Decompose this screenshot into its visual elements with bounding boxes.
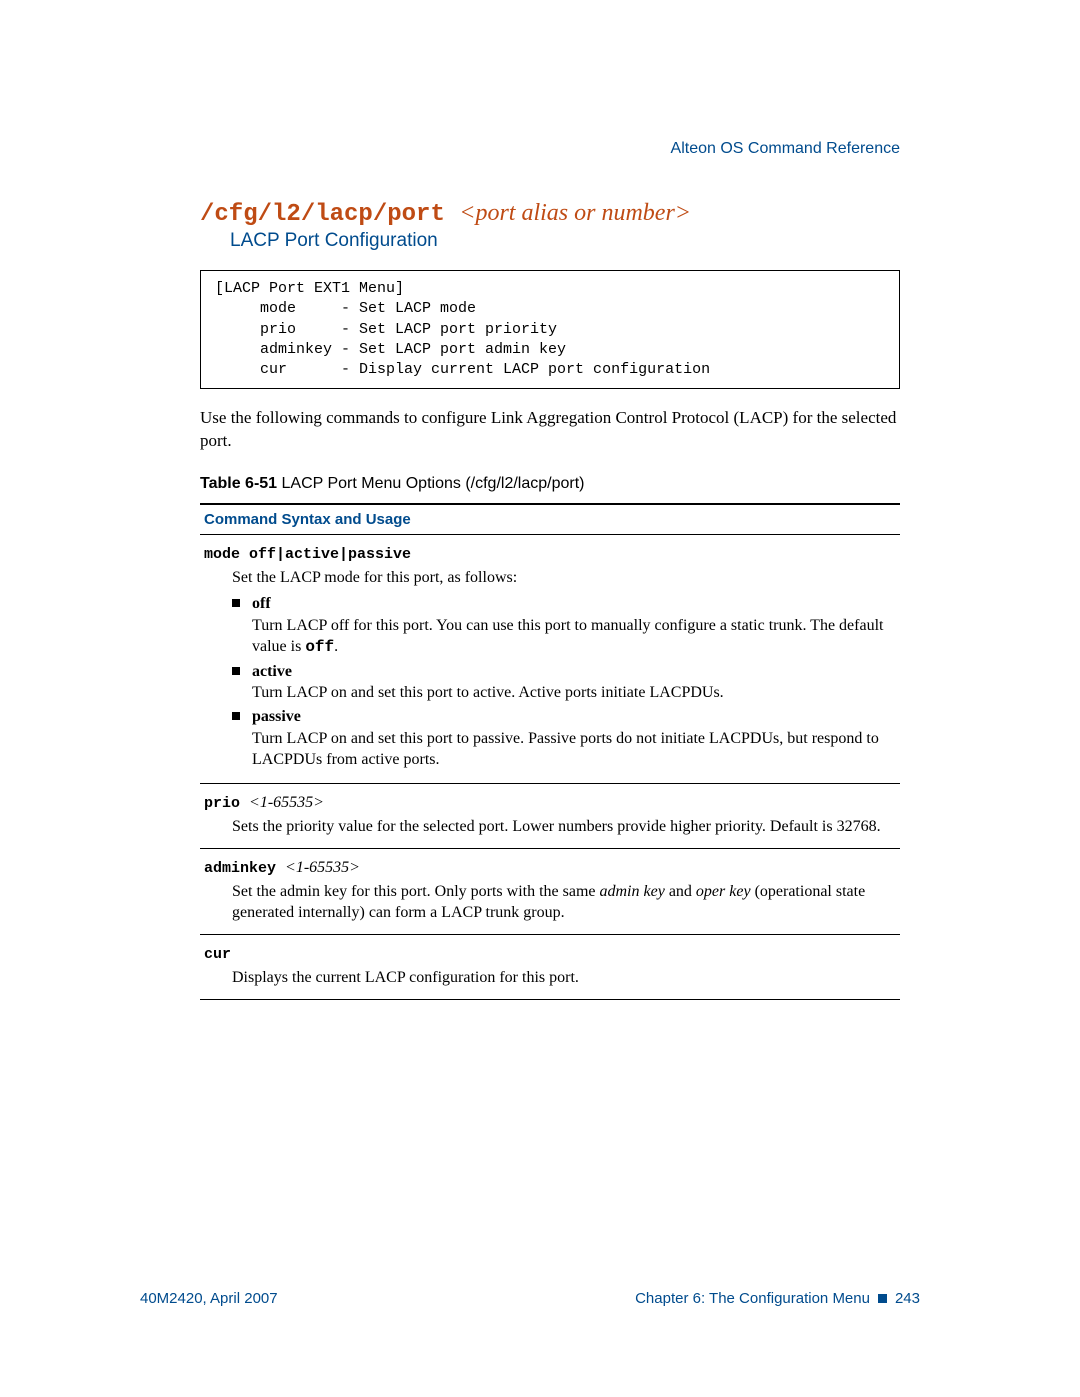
square-bullet-icon bbox=[232, 712, 240, 720]
inline-code: off bbox=[305, 638, 334, 656]
command-mono: cur bbox=[204, 946, 231, 963]
table-header-cell: Command Syntax and Usage bbox=[200, 504, 900, 535]
table-row: mode off|active|passive Set the LACP mode… bbox=[200, 535, 900, 784]
running-header: Alteon OS Command Reference bbox=[671, 140, 900, 158]
command-description: Sets the priority value for the selected… bbox=[232, 816, 896, 838]
square-bullet-icon bbox=[232, 667, 240, 675]
list-item: offTurn LACP off for this port. You can … bbox=[232, 593, 896, 659]
option-name: passive bbox=[252, 708, 301, 725]
list-item: active Turn LACP on and set this port to … bbox=[232, 661, 896, 704]
footer-chapter: Chapter 6: The Configuration Menu bbox=[635, 1290, 870, 1307]
table-cell: mode off|active|passive Set the LACP mode… bbox=[200, 535, 900, 784]
square-bullet-icon bbox=[232, 599, 240, 607]
command-description: Set the admin key for this port. Only po… bbox=[232, 881, 896, 924]
command-argument: <1-65535> bbox=[249, 794, 324, 811]
table-cell: curDisplays the current LACP configurati… bbox=[200, 935, 900, 1000]
option-description: Turn LACP off for this port. You can use… bbox=[252, 615, 896, 659]
command-table: Command Syntax and Usage mode off|active… bbox=[200, 503, 900, 1000]
square-bullet-icon bbox=[878, 1294, 887, 1303]
page-footer: 40M2420, April 2007 Chapter 6: The Confi… bbox=[140, 1290, 920, 1307]
option-name: active bbox=[252, 663, 292, 680]
command-syntax: mode off|active|passive bbox=[204, 543, 896, 565]
table-cell: prio <1-65535>Sets the priority value fo… bbox=[200, 783, 900, 848]
list-item: passive Turn LACP on and set this port to… bbox=[232, 706, 896, 771]
table-row: curDisplays the current LACP configurati… bbox=[200, 935, 900, 1000]
command-mono: prio bbox=[204, 795, 249, 812]
table-row: adminkey <1-65535>Set the admin key for … bbox=[200, 848, 900, 934]
command-syntax: prio <1-65535> bbox=[204, 792, 896, 814]
page-container: Alteon OS Command Reference /cfg/l2/lacp… bbox=[0, 0, 1080, 1397]
table-row: prio <1-65535>Sets the priority value fo… bbox=[200, 783, 900, 848]
table-cell: adminkey <1-65535>Set the admin key for … bbox=[200, 848, 900, 934]
option-description: Turn LACP on and set this port to active… bbox=[252, 682, 896, 704]
command-mono: mode off|active|passive bbox=[204, 546, 411, 563]
heading-argument: <port alias or number> bbox=[459, 200, 691, 226]
command-description: Set the LACP mode for this port, as foll… bbox=[232, 567, 896, 589]
section-subtitle: LACP Port Configuration bbox=[230, 230, 900, 252]
command-syntax: cur bbox=[204, 943, 896, 965]
footer-right: Chapter 6: The Configuration Menu 243 bbox=[635, 1290, 920, 1307]
table-caption: Table 6-51 LACP Port Menu Options (/cfg/… bbox=[200, 475, 900, 493]
footer-left: 40M2420, April 2007 bbox=[140, 1290, 278, 1307]
heading-command: /cfg/l2/lacp/port bbox=[200, 201, 459, 228]
section-heading: /cfg/l2/lacp/port <port alias or number> bbox=[200, 200, 900, 228]
option-list: offTurn LACP off for this port. You can … bbox=[232, 593, 896, 771]
command-syntax: adminkey <1-65535> bbox=[204, 857, 896, 879]
option-description: Turn LACP on and set this port to passiv… bbox=[252, 728, 896, 771]
command-description: Displays the current LACP configuration … bbox=[232, 967, 896, 989]
command-mono: adminkey bbox=[204, 860, 285, 877]
table-title: LACP Port Menu Options (/cfg/l2/lacp/por… bbox=[277, 475, 584, 492]
footer-page-number: 243 bbox=[895, 1290, 920, 1307]
menu-listing-box: [LACP Port EXT1 Menu] mode - Set LACP mo… bbox=[200, 270, 900, 389]
option-name: off bbox=[252, 595, 271, 612]
intro-paragraph: Use the following commands to configure … bbox=[200, 407, 900, 453]
command-argument: <1-65535> bbox=[285, 859, 360, 876]
table-number: Table 6-51 bbox=[200, 475, 277, 492]
